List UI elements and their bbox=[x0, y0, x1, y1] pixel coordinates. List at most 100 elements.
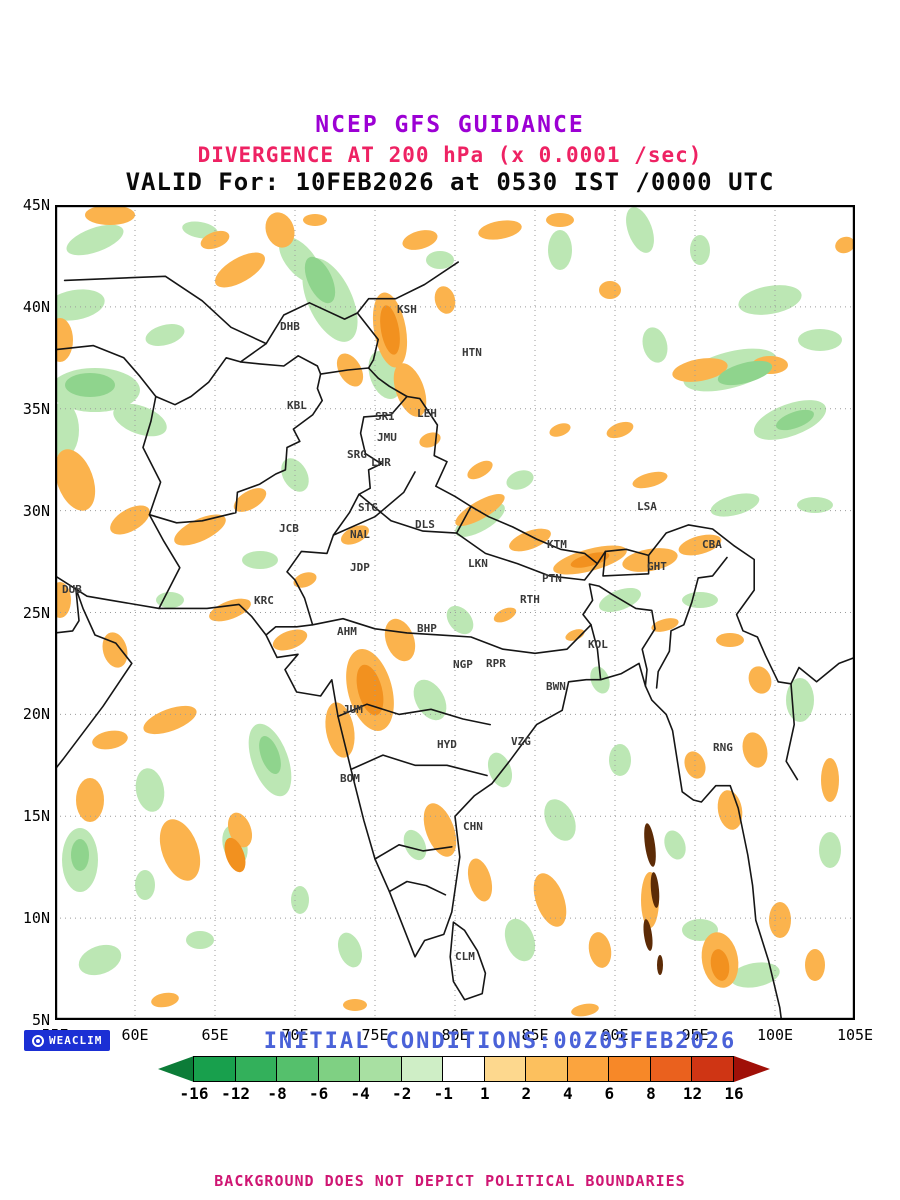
state-line-6 bbox=[374, 844, 453, 860]
divergence-blob bbox=[690, 235, 710, 265]
map-plot: DHB KSH HTN KBL SRI LEH JMU SRG LHR STG DLS NAL JCB J… bbox=[55, 205, 855, 1020]
coastline-srilanka bbox=[449, 921, 487, 1001]
station-label-ngp: NGP bbox=[453, 658, 473, 671]
border-bangladesh bbox=[582, 583, 656, 687]
lat-tick-40N: 40N bbox=[22, 298, 50, 316]
divergence-blob bbox=[340, 525, 370, 545]
divergence-blob bbox=[76, 778, 104, 822]
station-label-rng: RNG bbox=[713, 741, 733, 754]
lat-tick-15N: 15N bbox=[22, 807, 50, 825]
colorbar-box bbox=[649, 1056, 693, 1082]
divergence-blob bbox=[151, 992, 179, 1008]
divergence-blob bbox=[455, 493, 505, 527]
colorbar-tick-2: 2 bbox=[521, 1084, 532, 1103]
colorbar-tick--12: -12 bbox=[221, 1084, 250, 1103]
lon-tick-105E: 105E bbox=[836, 1026, 874, 1044]
divergence-blob bbox=[71, 839, 89, 871]
divergence-blob bbox=[776, 409, 814, 431]
coastline-main bbox=[55, 575, 783, 1020]
weaclim-logo: WEACLIM bbox=[24, 1030, 111, 1051]
divergence-blob bbox=[710, 493, 760, 517]
station-label-lsa: LSA bbox=[637, 500, 657, 513]
divergence-blob bbox=[85, 205, 135, 225]
divergence-blob bbox=[403, 829, 427, 861]
lon-tick-65E: 65E bbox=[201, 1026, 229, 1044]
colorbar-box bbox=[317, 1056, 361, 1082]
chart-title: NCEP GFS GUIDANCE bbox=[315, 112, 585, 138]
divergence-blob bbox=[730, 962, 780, 988]
divergence-blob bbox=[174, 514, 226, 546]
lon-tick-80E: 80E bbox=[441, 1026, 469, 1044]
station-label-htn: HTN bbox=[462, 346, 482, 359]
colorbar-tick--1: -1 bbox=[433, 1084, 453, 1103]
divergence-blob bbox=[66, 224, 124, 256]
chart-subtitle: DIVERGENCE AT 200 hPa (x 0.0001 /sec) bbox=[197, 143, 703, 167]
chart-valid-time: VALID For: 10FEB2026 at 0530 IST /0000 U… bbox=[125, 168, 775, 196]
divergence-blob bbox=[644, 823, 656, 867]
lat-tick-20N: 20N bbox=[22, 705, 50, 723]
station-label-bom: BOM bbox=[340, 772, 360, 785]
divergence-blob bbox=[570, 552, 610, 568]
colorbar-box bbox=[608, 1056, 651, 1082]
station-label-kol: KOL bbox=[588, 638, 608, 651]
divergence-blob bbox=[819, 832, 841, 868]
divergence-blob bbox=[209, 598, 251, 622]
station-labels: DHB KSH HTN KBL SRI LEH JMU SRG LHR STG DLS NAL JCB J… bbox=[62, 303, 733, 963]
lon-tick-85E: 85E bbox=[521, 1026, 549, 1044]
divergence-blob bbox=[682, 592, 718, 608]
initial-conditions-text: INITIAL CONDITIONS:00Z03FEB2026 bbox=[263, 1029, 737, 1054]
colorbar-box bbox=[193, 1056, 236, 1082]
station-label-sri: SRI bbox=[375, 410, 395, 423]
colorbar-tick-8: 8 bbox=[646, 1084, 656, 1103]
colorbar-box bbox=[234, 1056, 278, 1082]
colorbar-boxes bbox=[193, 1056, 734, 1082]
divergence-blob bbox=[599, 281, 621, 299]
divergence-blob bbox=[738, 285, 802, 315]
state-line-3 bbox=[311, 617, 592, 655]
coastlines-and-borders bbox=[55, 261, 855, 1020]
station-label-ksh: KSH bbox=[397, 303, 417, 316]
weaclim-logo-text: WEACLIM bbox=[49, 1034, 103, 1047]
divergence-blob bbox=[487, 752, 513, 788]
divergence-blob bbox=[467, 460, 493, 480]
divergence-blob bbox=[233, 488, 267, 512]
divergence-blob bbox=[606, 421, 634, 439]
divergence-blob bbox=[748, 666, 772, 694]
divergence-blob bbox=[742, 732, 768, 768]
border-central-asia-1 bbox=[239, 261, 459, 363]
border-iran-turkmen bbox=[55, 344, 157, 398]
station-label-jdp: JDP bbox=[350, 561, 370, 574]
station-label-ahm: AHM bbox=[337, 625, 357, 638]
lon-tick-70E: 70E bbox=[281, 1026, 309, 1044]
divergence-blob bbox=[717, 790, 743, 830]
divergence-blob bbox=[835, 236, 855, 254]
colorbar-box bbox=[442, 1056, 485, 1082]
divergence-blob bbox=[716, 633, 744, 647]
map-frame bbox=[55, 205, 855, 1020]
divergence-blob bbox=[413, 679, 447, 721]
state-line-1 bbox=[332, 471, 416, 536]
divergence-blob bbox=[549, 423, 571, 437]
station-label-jcb: JCB bbox=[279, 522, 299, 535]
divergence-blob bbox=[78, 944, 122, 976]
divergence-blob bbox=[135, 870, 155, 900]
divergence-blob bbox=[291, 886, 309, 914]
border-china-tajik bbox=[356, 312, 379, 369]
divergence-blob bbox=[110, 505, 150, 535]
station-label-bhp: BHP bbox=[417, 622, 437, 635]
divergence-blob bbox=[672, 358, 728, 382]
station-label-dls: DLS bbox=[415, 518, 435, 531]
lat-tick-45N: 45N bbox=[22, 196, 50, 214]
station-label-kbl: KBL bbox=[287, 399, 307, 412]
divergence-blob bbox=[632, 471, 668, 489]
divergence-blob bbox=[402, 230, 438, 250]
divergence-blob bbox=[533, 873, 567, 927]
divergence-blob bbox=[678, 534, 722, 556]
colorbar-tick--16: -16 bbox=[179, 1084, 209, 1103]
divergence-blob bbox=[186, 931, 214, 949]
divergence-blob bbox=[304, 256, 336, 304]
divergence-blob bbox=[544, 799, 576, 841]
divergence-blob bbox=[786, 678, 814, 722]
colorbar-box bbox=[691, 1056, 734, 1082]
divergence-blob bbox=[55, 402, 79, 458]
